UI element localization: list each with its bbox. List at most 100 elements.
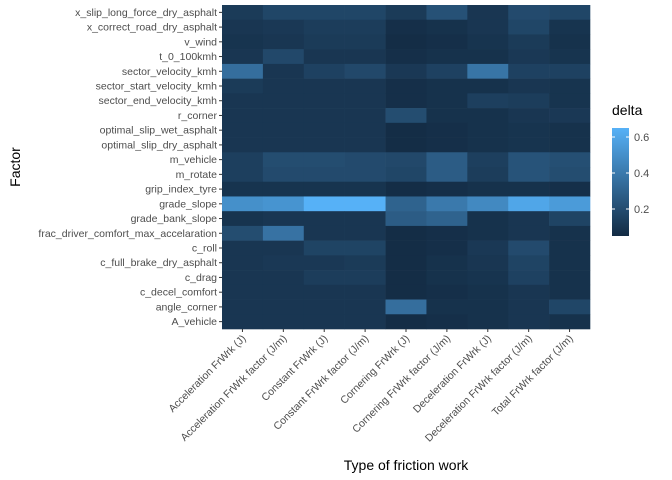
heatmap-cell	[303, 211, 345, 227]
heatmap-cell	[549, 5, 591, 21]
heatmap-cell	[262, 196, 305, 212]
heatmap-cell	[508, 19, 550, 35]
heatmap-cell	[467, 240, 509, 256]
heatmap-cell	[222, 34, 264, 50]
heatmap-cell	[344, 5, 386, 21]
heatmap-cell	[385, 270, 427, 286]
heatmap-cell	[508, 225, 550, 241]
heatmap-cell	[344, 314, 386, 330]
heatmap-cell	[549, 34, 591, 50]
heatmap-cell	[303, 270, 345, 286]
heatmap-cell	[222, 314, 264, 330]
heatmap-tiles	[222, 5, 591, 330]
y-tick-label: optimal_slip_wet_asphalt	[100, 125, 217, 137]
y-tick-label: x_correct_road_dry_asphalt	[87, 22, 217, 34]
heatmap-cell	[467, 299, 509, 315]
heatmap-cell	[262, 211, 305, 227]
heatmap-cell	[467, 225, 509, 241]
heatmap-cell	[385, 299, 427, 315]
heatmap-cell	[549, 255, 591, 271]
heatmap-cell	[508, 314, 550, 330]
heatmap-cell	[549, 270, 591, 286]
legend-tick-label: 0.2	[634, 204, 649, 216]
x-axis-ticks: Acceleration FrWrk (J)Acceleration FrWrk…	[166, 329, 576, 445]
y-tick-label: c_drag	[185, 272, 217, 284]
y-tick-label: optimal_slip_dry_asphalt	[101, 139, 217, 151]
heatmap-cell	[303, 196, 345, 212]
y-tick-label: A_vehicle	[171, 316, 217, 328]
heatmap-cell	[467, 152, 509, 168]
heatmap-cell	[467, 284, 509, 300]
heatmap-cell	[385, 93, 427, 109]
heatmap-cell	[222, 93, 264, 109]
y-tick-label: sector_start_velocity_kmh	[96, 81, 218, 93]
heatmap-cell	[344, 78, 386, 94]
heatmap-cell	[549, 122, 591, 138]
heatmap-cell	[262, 137, 305, 153]
heatmap-cell	[426, 93, 468, 109]
heatmap-cell	[303, 34, 345, 50]
x-tick-label: Acceleration FrWrk (J)	[166, 333, 248, 415]
heatmap-cell	[426, 122, 468, 138]
heatmap-cell	[385, 196, 427, 212]
heatmap-cell	[549, 152, 591, 168]
heatmap-cell	[385, 19, 427, 35]
heatmap-cell	[262, 93, 305, 109]
y-tick-label: sector_velocity_kmh	[122, 66, 217, 78]
heatmap-cell	[344, 270, 386, 286]
heatmap-cell	[344, 137, 386, 153]
heatmap-cell	[508, 255, 550, 271]
y-tick-label: angle_corner	[156, 301, 218, 313]
y-axis-ticks: x_slip_long_force_dry_asphalt x_correct_r…	[38, 7, 222, 328]
heatmap-cell	[222, 299, 264, 315]
heatmap-cell	[549, 137, 591, 153]
heatmap-cell	[467, 108, 509, 124]
heatmap-cell	[549, 240, 591, 256]
heatmap-cell	[222, 122, 264, 138]
heatmap-cell	[385, 63, 427, 79]
heatmap-cell	[222, 5, 264, 21]
heatmap-cell	[344, 196, 386, 212]
heatmap-cell	[426, 19, 468, 35]
x-tick-label: Deceleration FrWrk (J)	[411, 333, 494, 416]
heatmap-cell	[262, 78, 305, 94]
heatmap-cell	[467, 5, 509, 21]
heatmap-cell	[426, 255, 468, 271]
y-tick-label: v_wind	[184, 36, 217, 48]
heatmap-cell	[426, 299, 468, 315]
heatmap-cell	[303, 122, 345, 138]
heatmap-cell	[303, 255, 345, 271]
legend-tick-label: 0.6	[634, 132, 649, 144]
heatmap-cell	[262, 299, 305, 315]
heatmap-cell	[262, 5, 305, 21]
heatmap-cell	[385, 122, 427, 138]
heatmap-cell	[467, 167, 509, 183]
heatmap-cell	[426, 240, 468, 256]
heatmap-cell	[344, 49, 386, 65]
heatmap-cell	[344, 299, 386, 315]
heatmap-cell	[222, 240, 264, 256]
heatmap-cell	[303, 284, 345, 300]
heatmap-cell	[385, 137, 427, 153]
heatmap-cell	[303, 49, 345, 65]
x-axis-title: Type of friction work	[344, 457, 469, 473]
heatmap-cell	[549, 93, 591, 109]
y-tick-label: c_decel_comfort	[140, 287, 217, 299]
heatmap-cell	[508, 299, 550, 315]
heatmap-cell	[549, 49, 591, 65]
heatmap-cell	[467, 137, 509, 153]
heatmap-cell	[222, 137, 264, 153]
heatmap-cell	[426, 167, 468, 183]
heatmap-cell	[385, 5, 427, 21]
heatmap-cell	[508, 137, 550, 153]
y-axis-title: Factor	[7, 147, 23, 187]
heatmap-cell	[508, 49, 550, 65]
heatmap-cell	[426, 137, 468, 153]
heatmap-cell	[262, 225, 305, 241]
heatmap-cell	[344, 240, 386, 256]
y-tick-label: c_roll	[192, 243, 217, 255]
heatmap-cell	[549, 181, 591, 197]
heatmap-cell	[549, 211, 591, 227]
heatmap-cell	[385, 167, 427, 183]
heatmap-cell	[262, 240, 305, 256]
